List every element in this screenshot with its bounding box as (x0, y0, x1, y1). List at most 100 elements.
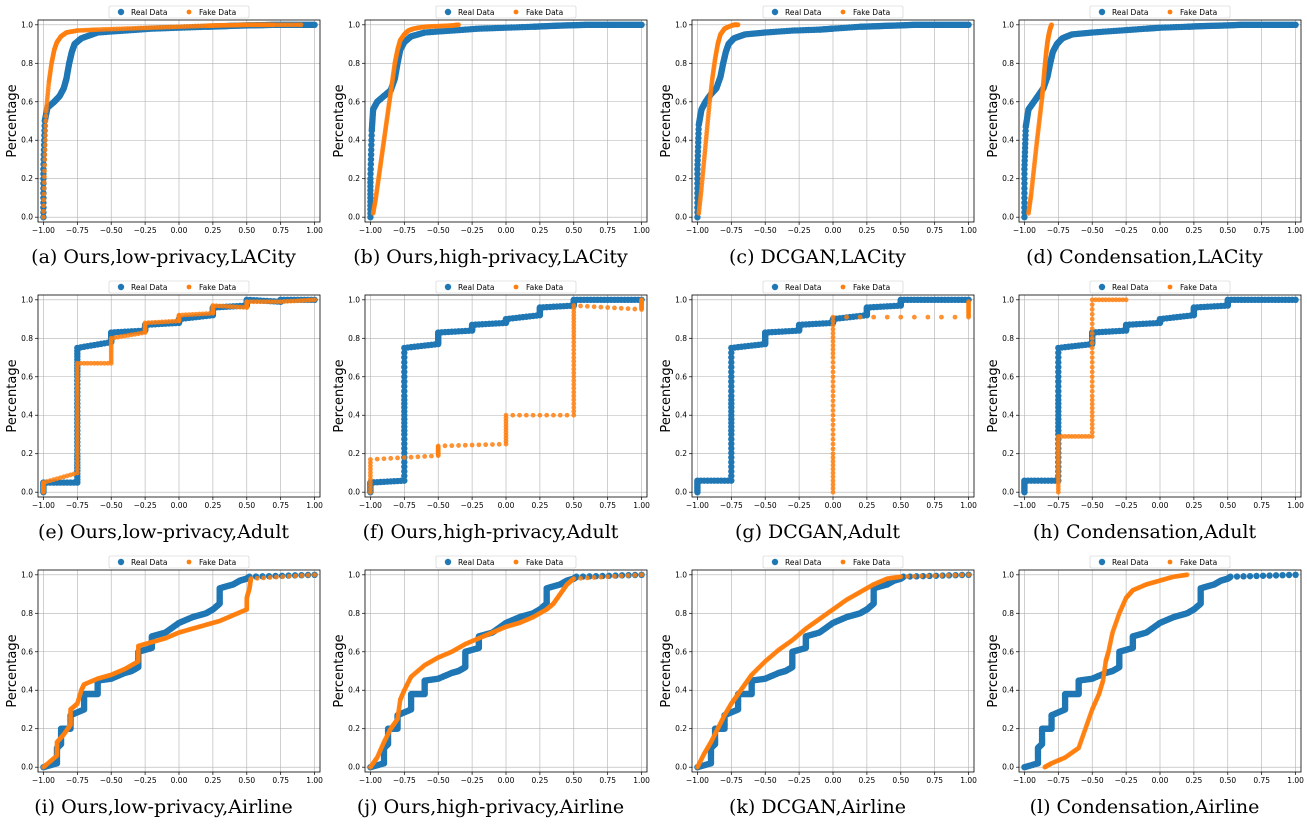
data-point (830, 355, 836, 360)
data-point (728, 359, 735, 366)
data-point (217, 303, 223, 309)
tick-label-y: 0.6 (348, 372, 360, 381)
tick-label-x: 0.00 (498, 776, 515, 785)
data-point (564, 412, 570, 418)
data-point (1089, 413, 1095, 419)
data-point (571, 358, 577, 364)
data-point (1099, 297, 1105, 303)
tick-label-y: 0.6 (675, 647, 687, 656)
data-point (530, 412, 536, 418)
tick-label-x: 1.00 (1287, 226, 1304, 235)
data-point (584, 575, 590, 581)
tick-label-y: 0.2 (675, 174, 687, 183)
tick-label-y: 0.8 (675, 59, 687, 68)
data-point (159, 319, 165, 325)
tick-label-x: −0.25 (461, 501, 484, 510)
data-point (449, 443, 455, 449)
tick-label-x: 1.00 (960, 226, 977, 235)
data-point (932, 573, 938, 579)
data-point (1021, 170, 1028, 178)
tick-label-x: −0.75 (720, 501, 743, 510)
tick-label-x: −0.25 (788, 226, 811, 235)
data-point (1089, 340, 1095, 346)
legend-box (108, 5, 250, 19)
data-point (278, 299, 284, 305)
legend-marker-real (771, 8, 779, 16)
data-point (1089, 302, 1095, 308)
data-point (41, 214, 46, 220)
data-point (612, 573, 617, 579)
tick-label-y: 0.2 (348, 724, 360, 733)
data-point (959, 572, 965, 578)
tick-label-x: −0.75 (393, 501, 416, 510)
data-point (830, 369, 836, 375)
data-point (523, 412, 529, 418)
data-point (551, 412, 556, 418)
legend-marker-fake (513, 9, 519, 15)
tick-label-y: 0.0 (21, 213, 33, 222)
legend-marker-fake (186, 9, 192, 15)
data-point (43, 113, 49, 119)
tick-label-x: −0.50 (1081, 226, 1104, 235)
tick-label-x: 0.00 (498, 501, 515, 510)
data-point (401, 440, 408, 447)
chart-panel: −1.00 −0.75 −0.50 −0.25 0.00 0.25 0.50 0.75 1.00… (981, 275, 1307, 550)
tick-label-y: 0.0 (348, 213, 360, 222)
legend-label-fake: Fake Data (199, 283, 236, 292)
tick-label-x: 0.00 (825, 501, 842, 510)
data-point (368, 132, 375, 139)
tick-label-x: 0.50 (238, 226, 255, 235)
tick-label-y: 0.0 (675, 213, 687, 222)
data-point (1089, 355, 1095, 360)
data-point (830, 347, 836, 352)
data-point (830, 432, 836, 437)
tick-label-y: 0.8 (21, 609, 33, 618)
data-point (1292, 21, 1299, 29)
legend-marker-real (444, 558, 452, 566)
data-point (830, 351, 836, 356)
data-point (302, 297, 307, 303)
data-point (280, 574, 286, 580)
chart-panel: −1.00 −0.75 −0.50 −0.25 0.00 0.25 0.50 0.75 1.00… (654, 275, 981, 550)
data-point (1089, 421, 1095, 427)
data-point (830, 417, 836, 423)
data-point (1086, 434, 1092, 439)
tick-label-x: −1.00 (359, 776, 382, 785)
data-point (544, 412, 550, 418)
y-axis-label: Percentage (659, 359, 674, 432)
tick-label-x: 0.25 (532, 226, 549, 235)
chart-caption: (h) Condensation,Adult (1032, 521, 1257, 543)
data-point (1089, 297, 1095, 303)
data-point (1021, 175, 1028, 182)
data-point (830, 364, 836, 370)
tick-label-x: 1.00 (306, 501, 323, 510)
legend-box (435, 555, 577, 569)
data-point (584, 303, 590, 309)
tick-label-x: 0.25 (859, 776, 876, 785)
data-point (286, 573, 292, 579)
data-point (571, 412, 577, 418)
data-point (578, 303, 583, 309)
tick-label-y: 0.6 (21, 647, 33, 656)
tick-label-x: 0.00 (171, 226, 188, 235)
tick-label-x: 0.25 (205, 776, 222, 785)
data-point (571, 576, 577, 582)
data-point (830, 422, 836, 428)
chart-panel: −1.00 −0.75 −0.50 −0.25 0.00 0.25 0.50 0.75 1.00… (654, 0, 981, 275)
tick-label-x: 0.50 (892, 501, 909, 510)
data-point (367, 170, 374, 178)
data-point (728, 472, 735, 480)
tick-label-y: 1.0 (21, 570, 33, 579)
data-point (298, 298, 304, 303)
data-point (1089, 359, 1095, 365)
tick-label-x: 1.00 (960, 501, 977, 510)
data-point (1021, 194, 1028, 202)
y-axis-label: Percentage (986, 84, 1001, 157)
data-point (43, 118, 49, 124)
tick-label-x: 0.50 (1219, 501, 1236, 510)
tick-label-x: −0.25 (134, 501, 157, 510)
data-point (367, 156, 375, 163)
legend-marker-real (771, 283, 779, 291)
tick-label-y: 0.0 (1002, 213, 1014, 222)
data-point (305, 297, 311, 303)
